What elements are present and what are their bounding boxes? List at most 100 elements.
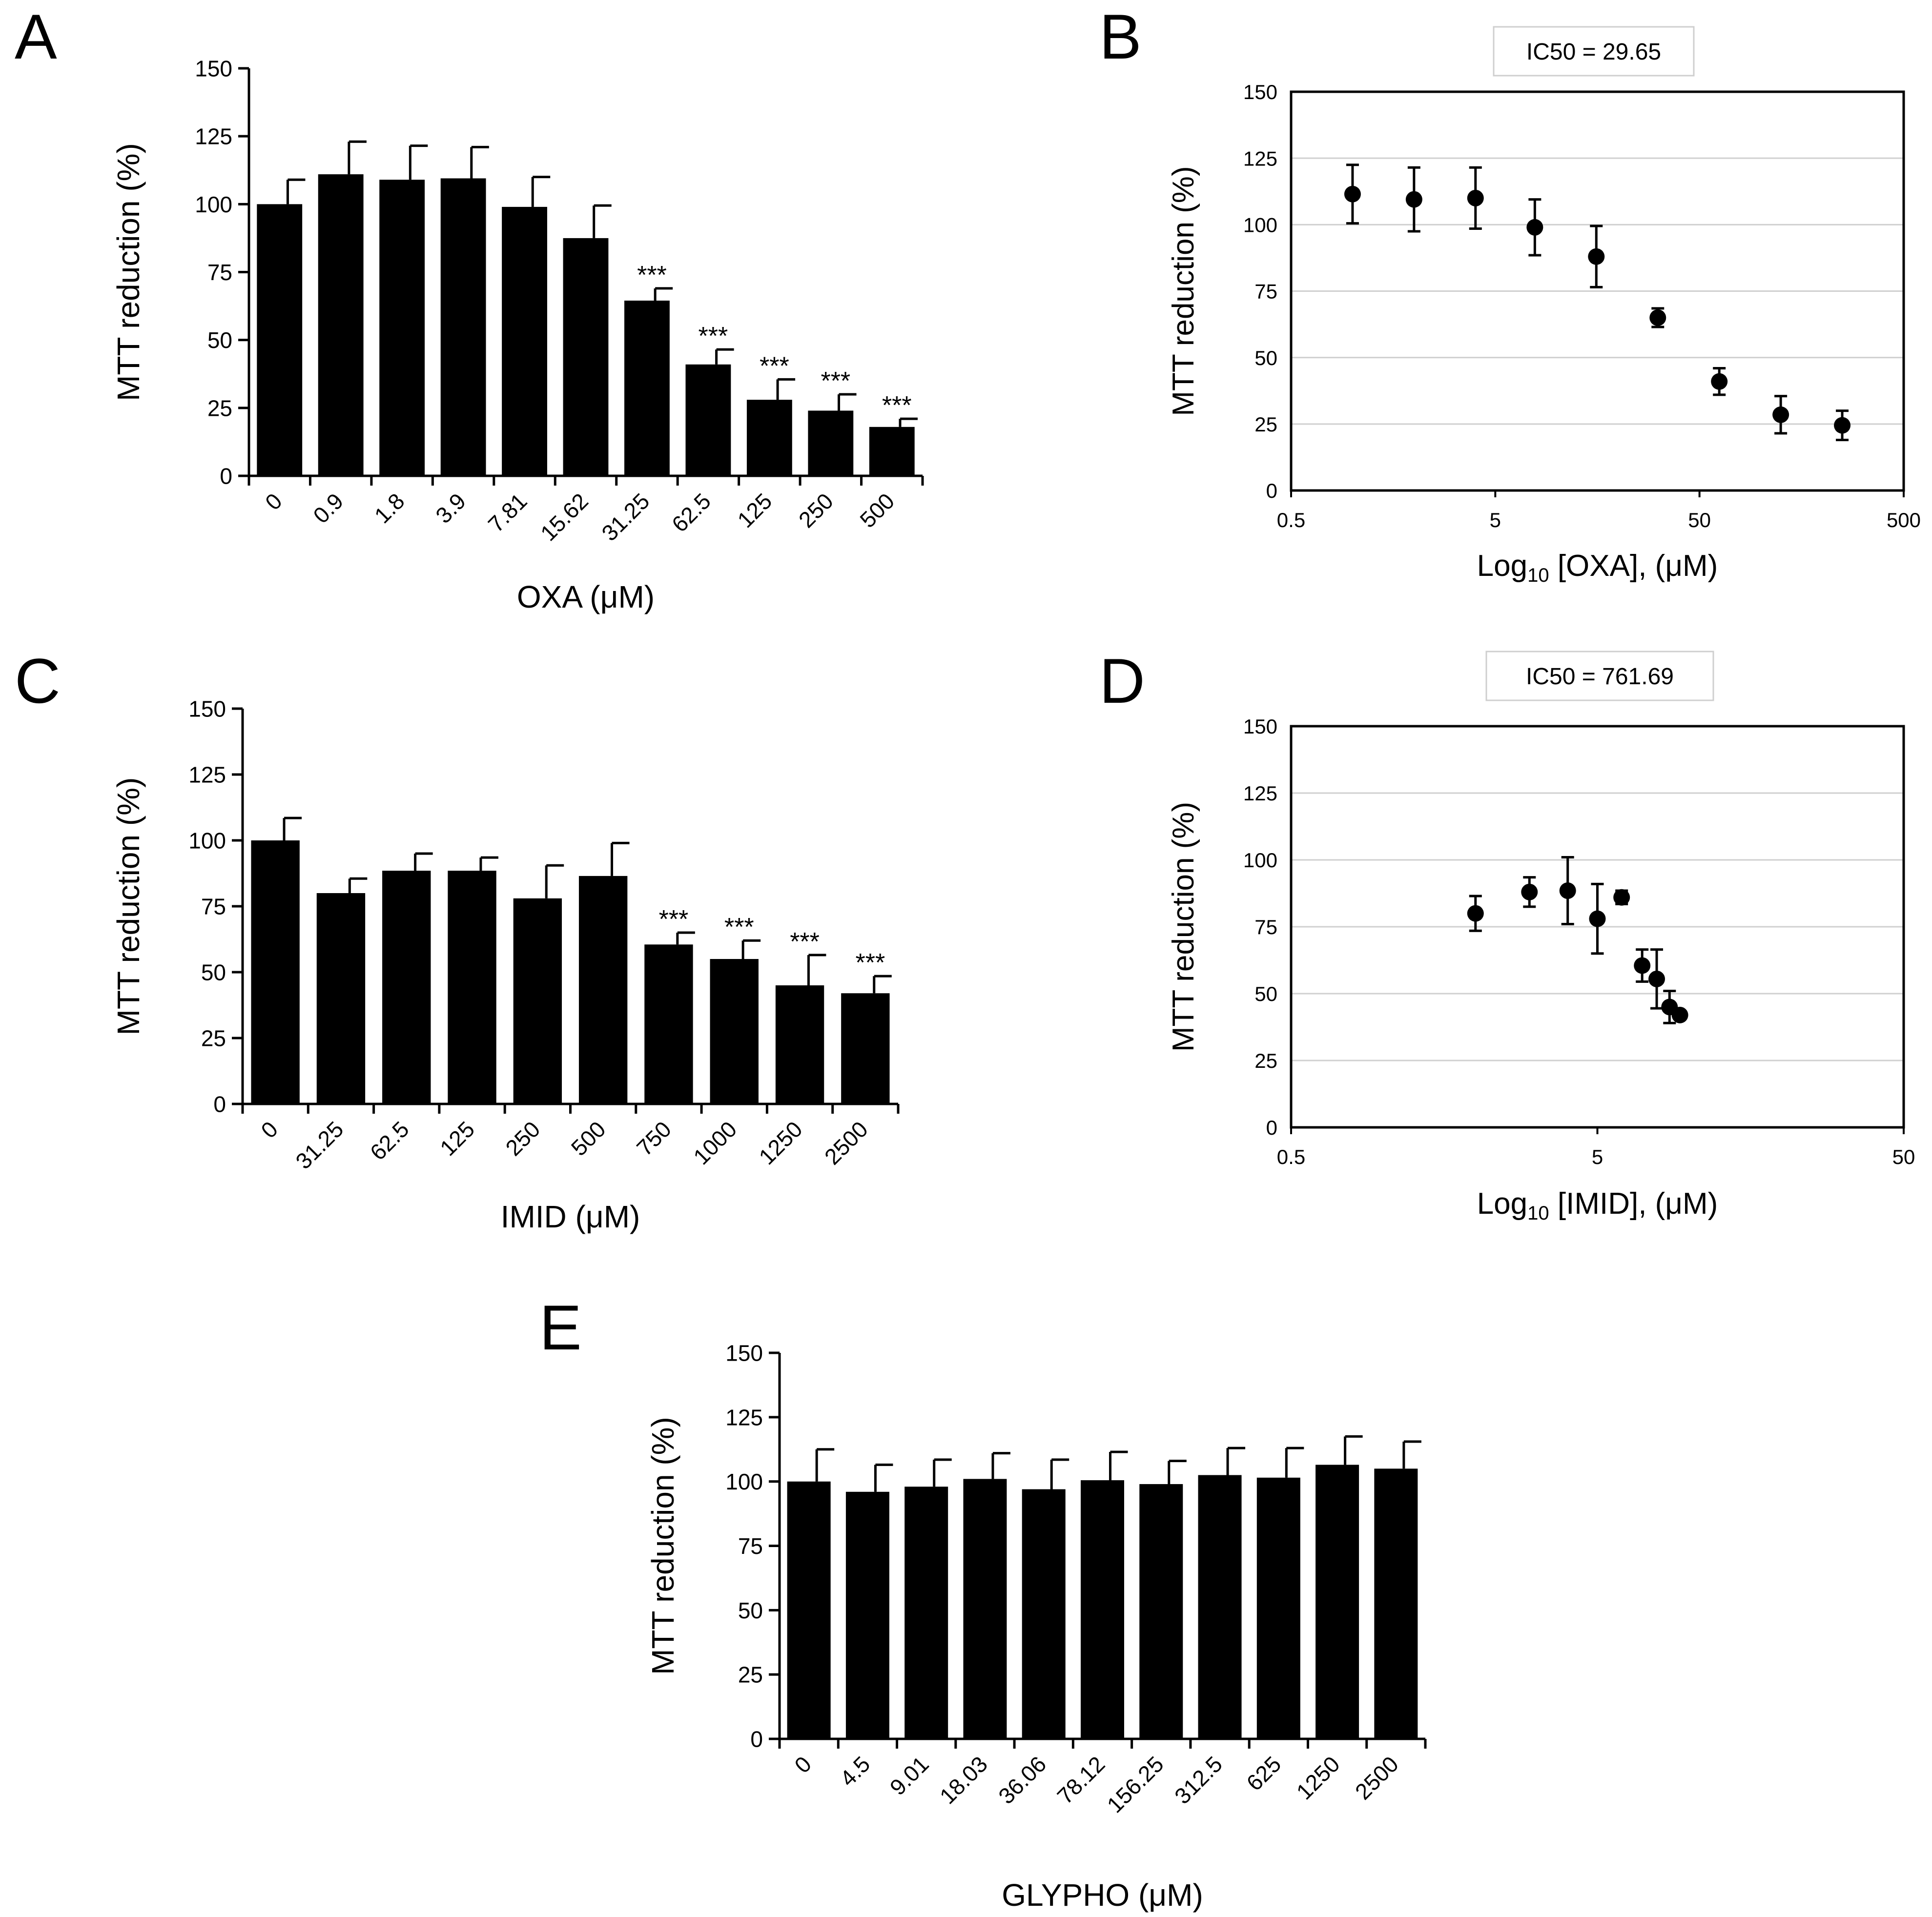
x-axis-label-c: IMID (μM) — [501, 1199, 640, 1234]
significance-label-a: *** — [882, 391, 912, 420]
data-point-b — [1711, 373, 1728, 390]
significance-label-c: *** — [724, 913, 754, 941]
y-tick-label-c: 50 — [201, 960, 226, 985]
y-tick-label-c: 25 — [201, 1026, 226, 1051]
bar-e — [787, 1481, 831, 1739]
y-tick-label-e: 125 — [725, 1405, 763, 1430]
y-tick-label-a: 50 — [207, 327, 232, 353]
x-tick-label-d: 50 — [1892, 1145, 1915, 1168]
significance-label-a: *** — [760, 352, 789, 380]
y-tick-label-a: 100 — [195, 192, 232, 217]
bar-c — [513, 898, 562, 1104]
y-tick-label-b: 100 — [1243, 213, 1277, 236]
bar-a — [257, 204, 303, 476]
y-tick-label-b: 125 — [1243, 147, 1277, 170]
panel-letter-c: C — [15, 645, 61, 716]
data-point-b — [1834, 417, 1851, 434]
x-tick-label-c: 0 — [256, 1116, 283, 1143]
x-tick-label-c: 62.5 — [365, 1116, 414, 1165]
y-tick-label-e: 0 — [750, 1727, 763, 1752]
panel-letter-b: B — [1099, 1, 1142, 72]
significance-label-c: *** — [790, 928, 820, 956]
y-tick-label-d: 0 — [1266, 1116, 1277, 1139]
x-tick-label-c: 2500 — [820, 1116, 873, 1169]
bar-a — [685, 364, 731, 476]
data-point-b — [1467, 189, 1484, 206]
data-point-b — [1526, 219, 1543, 236]
x-tick-label-c: 500 — [566, 1116, 611, 1161]
y-tick-label-d: 125 — [1243, 782, 1277, 805]
y-tick-label-c: 150 — [188, 696, 226, 722]
x-axis-label-subscript-d: 10 — [1527, 1203, 1549, 1224]
x-tick-label-e: 156.25 — [1102, 1751, 1169, 1817]
x-tick-label-c: 31.25 — [290, 1116, 348, 1174]
y-tick-label-e: 75 — [738, 1533, 763, 1559]
bar-c — [775, 985, 824, 1104]
panel-e: E 0 25 50 75 100 125 150 0 4.5 9.01 18.03 36.06 78.12… — [539, 1292, 1427, 1913]
y-tick-label-b: 50 — [1254, 347, 1277, 369]
panel-b: B IC50 = 29.65 0 25 50 75 100 125 150 0.5 5 50 500 MT… — [1099, 1, 1921, 586]
bar-e — [1374, 1468, 1418, 1739]
x-tick-label-a: 0.9 — [308, 488, 348, 528]
bar-a — [624, 300, 670, 476]
x-axis-label-log-b: Log — [1477, 549, 1527, 583]
x-tick-label-a: 125 — [732, 488, 777, 532]
y-axis-label-b: MTT reduction (%) — [1167, 166, 1200, 416]
panel-letter-a: A — [15, 1, 57, 72]
x-axis-label-text-d: [IMID], (μM) — [1549, 1187, 1718, 1221]
bar-c — [710, 959, 759, 1104]
x-tick-label-c: 1250 — [754, 1116, 807, 1169]
bar-a — [502, 206, 547, 476]
y-tick-label-a: 150 — [195, 56, 232, 82]
x-tick-label-e: 18.03 — [935, 1751, 992, 1809]
y-tick-label-a: 125 — [195, 124, 232, 149]
data-point-b — [1344, 185, 1361, 203]
panel-d: D IC50 = 761.69 0 25 50 75 100 125 150 0.5 5 50 MTT … — [1099, 645, 1915, 1224]
x-tick-label-c: 250 — [500, 1116, 545, 1161]
ic50-box-d — [1485, 651, 1714, 701]
bar-c — [316, 893, 366, 1104]
ic50-box-b — [1493, 26, 1695, 77]
ic50-label-d: IC50 = 761.69 — [1526, 664, 1674, 690]
bar-a — [869, 427, 915, 476]
y-axis-label-c: MTT reduction (%) — [111, 777, 146, 1036]
y-tick-label-d: 100 — [1243, 849, 1277, 872]
data-point-d — [1613, 889, 1630, 906]
bar-c — [448, 871, 496, 1104]
x-tick-label-a: 31.25 — [596, 488, 654, 546]
y-tick-label-c: 75 — [201, 894, 226, 919]
data-point-d — [1559, 882, 1576, 899]
y-tick-label-d: 25 — [1254, 1049, 1277, 1072]
data-point-d — [1467, 905, 1484, 922]
x-axis-label-subscript-b: 10 — [1527, 565, 1549, 586]
panel-c: C 0 25 50 75 100 125 150 0 31.25 62.5 125 250 500 *** 7… — [15, 645, 900, 1234]
x-axis-label-text-b: [OXA], (μM) — [1549, 549, 1718, 583]
x-tick-label-a: 3.9 — [431, 488, 471, 528]
bar-e — [1022, 1489, 1066, 1739]
x-axis-label-d: Log10 [IMID], (μM) — [1477, 1187, 1718, 1224]
x-tick-label-c: 125 — [435, 1116, 479, 1161]
y-tick-label-e: 25 — [738, 1662, 763, 1688]
bar-e — [845, 1491, 889, 1739]
bar-a — [808, 410, 854, 476]
x-tick-label-e: 78.12 — [1052, 1751, 1110, 1809]
x-tick-label-a: 250 — [794, 488, 838, 532]
y-tick-label-b: 150 — [1243, 81, 1277, 103]
y-tick-label-e: 150 — [725, 1341, 763, 1366]
y-tick-label-a: 75 — [207, 260, 232, 285]
panel-a: A 0 25 50 75 100 125 150 0 0.9 1.8 3.9 7.81 15.62 *** 3… — [15, 1, 924, 614]
x-tick-label-a: 7.81 — [483, 488, 532, 537]
y-tick-label-c: 125 — [188, 762, 226, 788]
bar-e — [1315, 1465, 1359, 1739]
x-tick-label-b: 5 — [1490, 509, 1501, 531]
x-tick-label-e: 9.01 — [885, 1751, 934, 1800]
y-tick-label-c: 0 — [213, 1092, 226, 1117]
ic50-label-b: IC50 = 29.65 — [1526, 39, 1661, 65]
panel-letter-d: D — [1099, 645, 1145, 716]
x-tick-label-e: 1250 — [1292, 1751, 1345, 1804]
significance-label-a: *** — [637, 261, 667, 289]
x-tick-label-b: 50 — [1688, 509, 1711, 531]
data-point-d — [1589, 910, 1606, 927]
x-tick-label-e: 36.06 — [993, 1751, 1051, 1809]
